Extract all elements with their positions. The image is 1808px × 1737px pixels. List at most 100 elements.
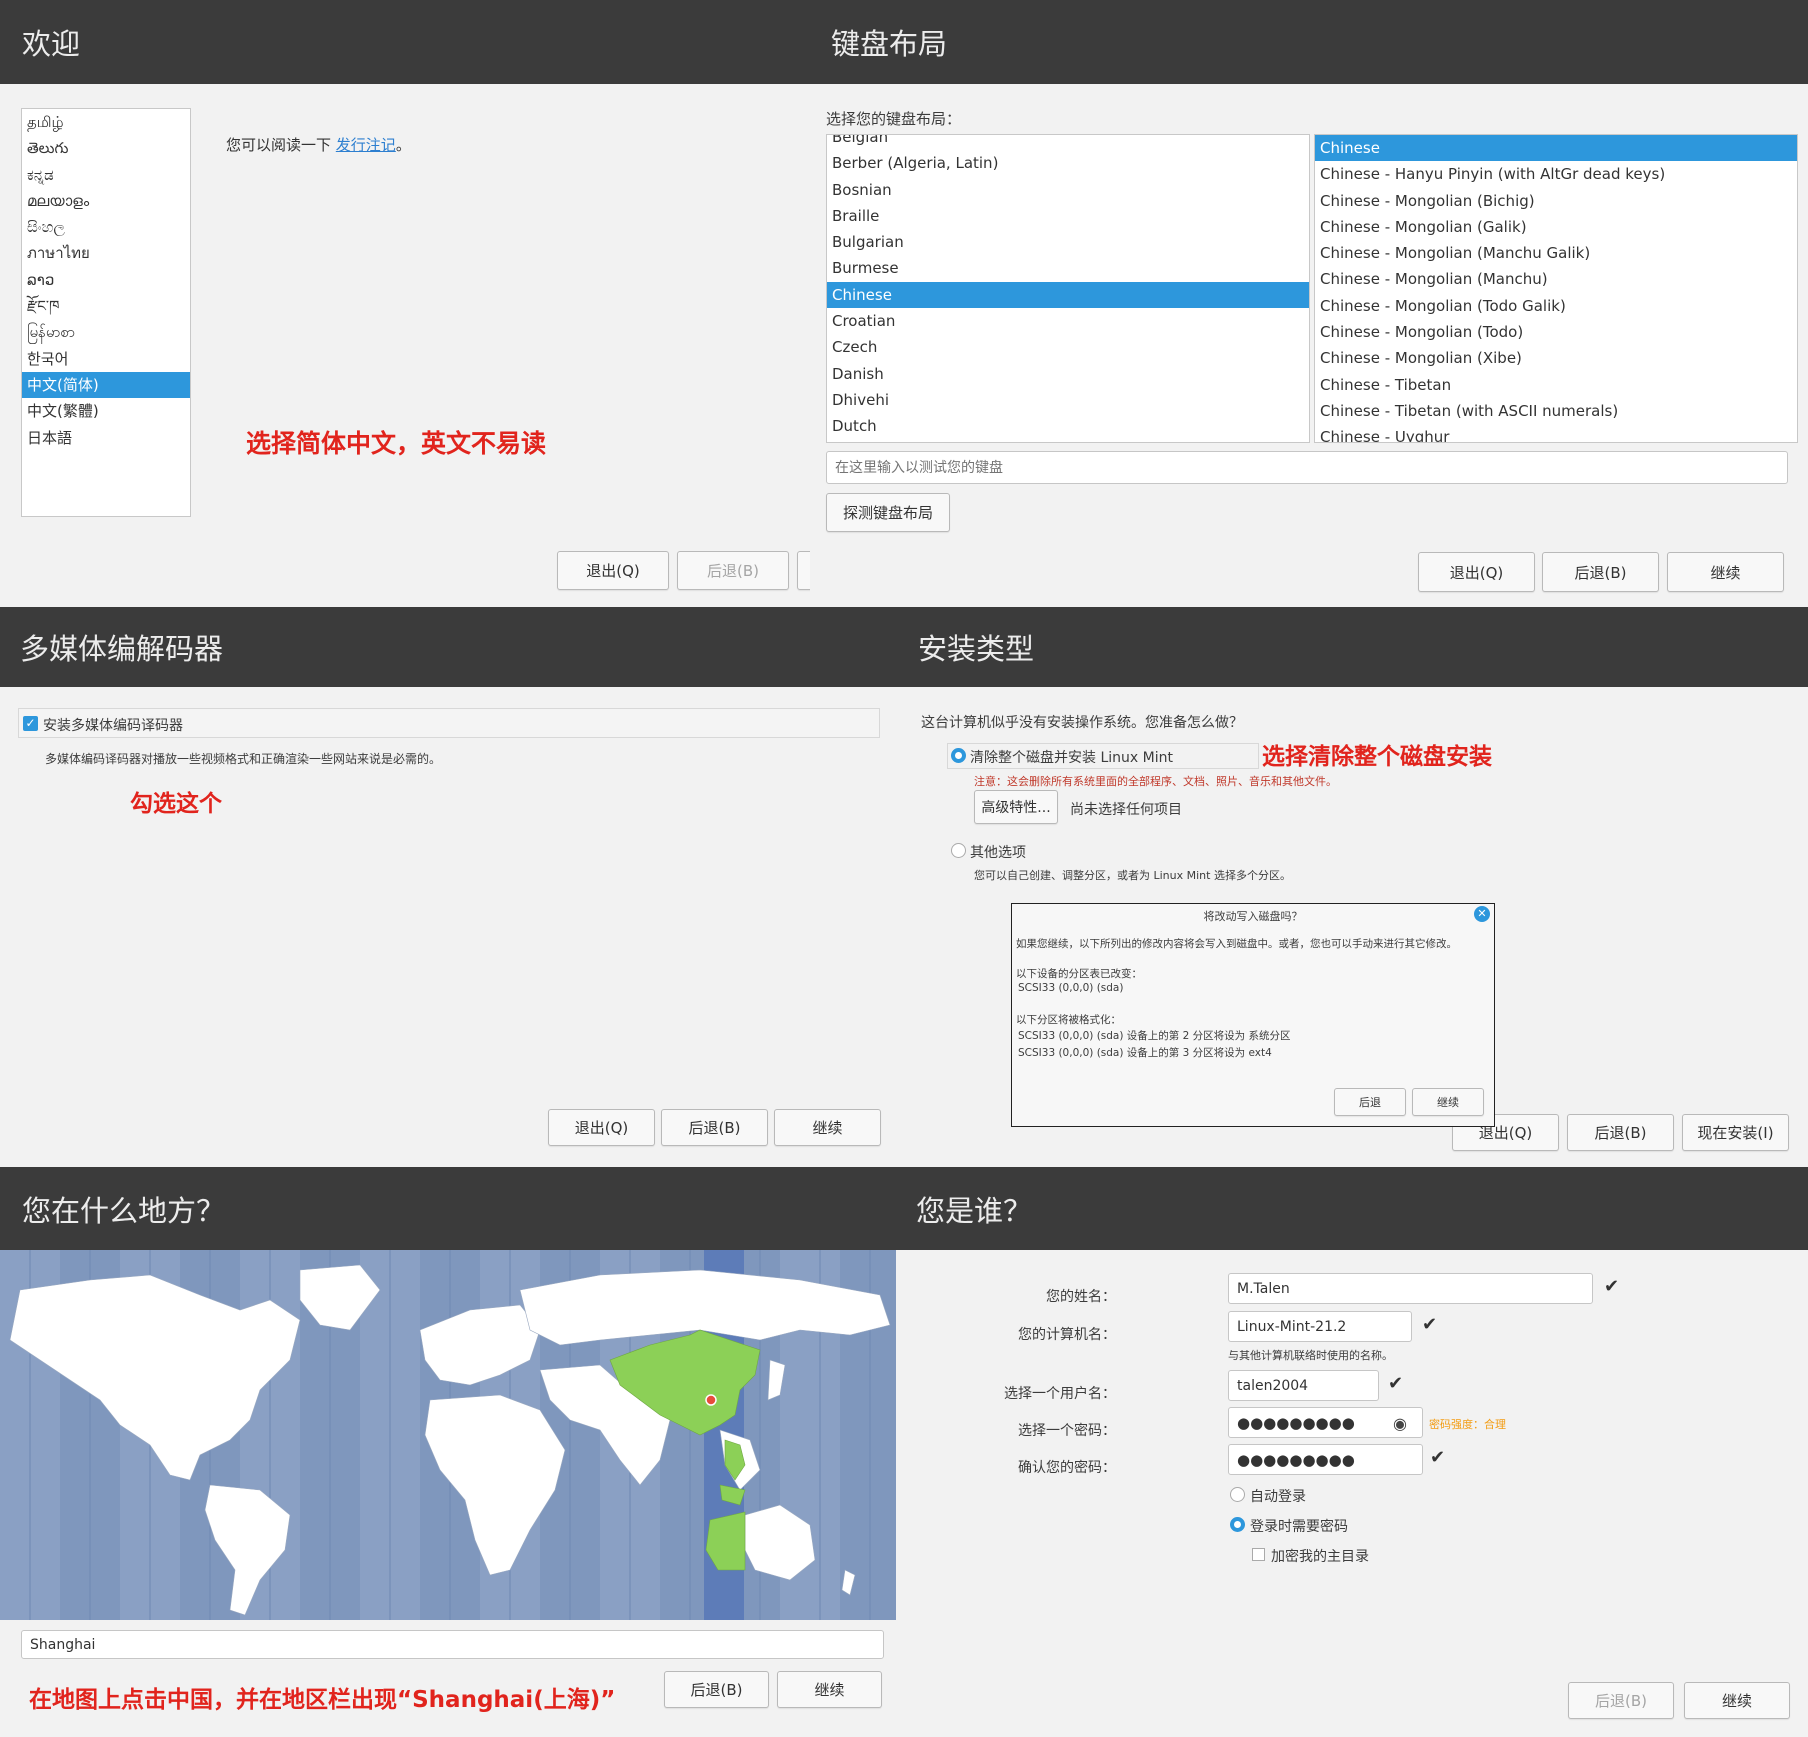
- username-field[interactable]: [1228, 1370, 1379, 1401]
- africa: [424, 1394, 566, 1576]
- variant-item[interactable]: Chinese - Mongolian (Manchu): [1320, 270, 1548, 289]
- variant-item[interactable]: Chinese - Mongolian (Todo): [1320, 323, 1524, 342]
- computer-label: 您的计算机名：: [1018, 1327, 1116, 1343]
- dialog-changed-label: 以下设备的分区表已改变：: [1016, 968, 1142, 980]
- variant-item[interactable]: Chinese: [1315, 135, 1797, 162]
- language-item[interactable]: 中文(简体): [22, 371, 190, 399]
- layout-item[interactable]: Dhivehi: [832, 390, 890, 409]
- back-button[interactable]: 后退(B): [1542, 552, 1659, 592]
- codecs-annotation: 勾选这个: [130, 791, 222, 817]
- name-field[interactable]: [1228, 1273, 1593, 1304]
- back-button[interactable]: 后退(B): [1568, 1682, 1674, 1719]
- layout-item[interactable]: Belgian: [832, 134, 889, 146]
- continue-button[interactable]: 继续: [1667, 552, 1784, 592]
- language-item[interactable]: རྫོང་ཁ: [27, 297, 60, 316]
- china-region: [609, 1329, 761, 1436]
- back-button[interactable]: 后退(B): [661, 1109, 768, 1146]
- variant-item[interactable]: Chinese - Hanyu Pinyin (with AltGr dead …: [1320, 165, 1666, 184]
- password-strength: 密码强度：合理: [1429, 1418, 1506, 1431]
- timezone-map[interactable]: [0, 1250, 896, 1620]
- quit-button[interactable]: 退出(Q): [1452, 1114, 1559, 1151]
- password-field[interactable]: ●●●●●●●●●: [1228, 1407, 1423, 1438]
- layout-item[interactable]: Bulgarian: [832, 233, 904, 252]
- release-notes-link[interactable]: 发行注记: [335, 136, 396, 154]
- variant-list[interactable]: Chinese Chinese - Hanyu Pinyin (with AltG…: [1314, 134, 1798, 443]
- require-password-radio[interactable]: [1230, 1517, 1245, 1532]
- dialog-close-icon[interactable]: ✕: [1474, 906, 1490, 922]
- codecs-checkbox[interactable]: ✓: [23, 716, 38, 731]
- erase-disk-radio[interactable]: [951, 748, 966, 763]
- erase-disk-row[interactable]: [947, 743, 1259, 769]
- variant-item[interactable]: Chinese - Uyghur: [1320, 428, 1450, 443]
- continue-button-partial[interactable]: [797, 551, 810, 590]
- dialog-continue-button[interactable]: 继续: [1412, 1088, 1484, 1116]
- welcome-title: 欢迎: [22, 27, 81, 61]
- language-list[interactable]: தமிழ் తెలుగు ಕನ್ನಡ മലയാളം සිංහල ภาษาไทย ລາວ རྫོ…: [21, 108, 191, 517]
- language-item[interactable]: 한국어: [27, 349, 69, 368]
- layout-item[interactable]: Danish: [832, 364, 884, 383]
- layout-item[interactable]: Berber (Algeria, Latin): [832, 154, 999, 173]
- greenland: [299, 1264, 381, 1331]
- variant-item[interactable]: Chinese - Mongolian (Bichig): [1320, 191, 1535, 210]
- language-item[interactable]: తెలుగు: [27, 139, 69, 158]
- language-item[interactable]: 中文(繁體): [27, 402, 99, 421]
- advanced-features-button[interactable]: 高级特性...: [974, 790, 1058, 824]
- show-password-eye-icon[interactable]: ◉: [1393, 1414, 1407, 1433]
- language-item[interactable]: മലയാളം: [27, 191, 90, 210]
- other-option-radio[interactable]: [951, 843, 966, 858]
- variant-item[interactable]: Chinese - Tibetan (with ASCII numerals): [1320, 401, 1619, 420]
- computer-valid-check-icon: ✔: [1422, 1314, 1438, 1335]
- layout-item[interactable]: Dutch: [832, 417, 877, 436]
- detect-layout-button[interactable]: 探测键盘布局: [826, 493, 950, 532]
- variant-item[interactable]: Chinese - Mongolian (Todo Galik): [1320, 296, 1566, 315]
- encrypt-home-checkbox[interactable]: [1252, 1548, 1265, 1561]
- keyboard-test-input[interactable]: [826, 451, 1788, 484]
- north-asia: [519, 1269, 891, 1346]
- variant-item[interactable]: Chinese - Mongolian (Xibe): [1320, 349, 1522, 368]
- layout-item[interactable]: Burmese: [832, 259, 899, 278]
- layout-item[interactable]: Braille: [832, 206, 880, 225]
- quit-button[interactable]: 退出(Q): [557, 551, 669, 590]
- continue-button[interactable]: 继续: [774, 1109, 881, 1146]
- variant-item[interactable]: Chinese - Tibetan: [1320, 375, 1452, 394]
- language-item[interactable]: ಕನ್ನಡ: [27, 165, 54, 184]
- codecs-checkbox-row[interactable]: ✓ 安装多媒体编码译码器: [18, 708, 880, 738]
- location-input[interactable]: [21, 1630, 884, 1659]
- language-item[interactable]: தமிழ்: [27, 113, 64, 131]
- keyboard-header: 键盘布局: [810, 0, 1808, 84]
- language-item[interactable]: မြန်မာစာ: [27, 323, 76, 342]
- variant-item[interactable]: Chinese - Mongolian (Manchu Galik): [1320, 244, 1591, 263]
- australia-east: [744, 1504, 816, 1581]
- language-item[interactable]: ລາວ: [27, 270, 55, 289]
- variant-item[interactable]: Chinese - Mongolian (Galik): [1320, 217, 1527, 236]
- username-label: 选择一个用户名：: [1004, 1386, 1116, 1402]
- confirm-password-field[interactable]: ●●●●●●●●●: [1228, 1444, 1423, 1475]
- language-item[interactable]: 日本語: [27, 428, 73, 447]
- who-header: 您是谁？: [896, 1167, 1808, 1250]
- location-title: 您在什么地方？: [22, 1193, 226, 1228]
- codecs-checkbox-label: 安装多媒体编码译码器: [43, 718, 183, 734]
- layout-list[interactable]: Belgian Berber (Algeria, Latin) Bosnian Bra…: [826, 134, 1310, 443]
- dialog-back-button[interactable]: 后退: [1334, 1088, 1406, 1116]
- layout-item[interactable]: Croatian: [832, 312, 896, 331]
- encrypt-home-label: 加密我的主目录: [1271, 1549, 1369, 1565]
- layout-item[interactable]: Bosnian: [832, 180, 892, 199]
- computer-name-field[interactable]: [1228, 1311, 1412, 1342]
- quit-button[interactable]: 退出(Q): [548, 1109, 655, 1146]
- language-item[interactable]: සිංහල: [27, 218, 65, 237]
- layout-item[interactable]: Dzongkha: [827, 440, 1309, 442]
- continue-button[interactable]: 继续: [777, 1671, 882, 1708]
- install-now-button[interactable]: 现在安装(I): [1682, 1114, 1789, 1151]
- layout-item[interactable]: Chinese: [827, 281, 1309, 309]
- back-button[interactable]: 后退(B): [664, 1671, 769, 1708]
- quit-button[interactable]: 退出(Q): [1418, 552, 1535, 592]
- layout-item[interactable]: Czech: [832, 338, 878, 357]
- location-panel: 您在什么地方？: [0, 1167, 896, 1737]
- back-button[interactable]: 后退(B): [677, 551, 789, 590]
- continue-button[interactable]: 继续: [1684, 1682, 1790, 1719]
- back-button[interactable]: 后退(B): [1567, 1114, 1674, 1151]
- timezone-map-svg[interactable]: [0, 1250, 896, 1620]
- install-type-title: 安装类型: [918, 632, 1035, 666]
- language-item[interactable]: ภาษาไทย: [27, 244, 90, 263]
- auto-login-radio[interactable]: [1230, 1487, 1245, 1502]
